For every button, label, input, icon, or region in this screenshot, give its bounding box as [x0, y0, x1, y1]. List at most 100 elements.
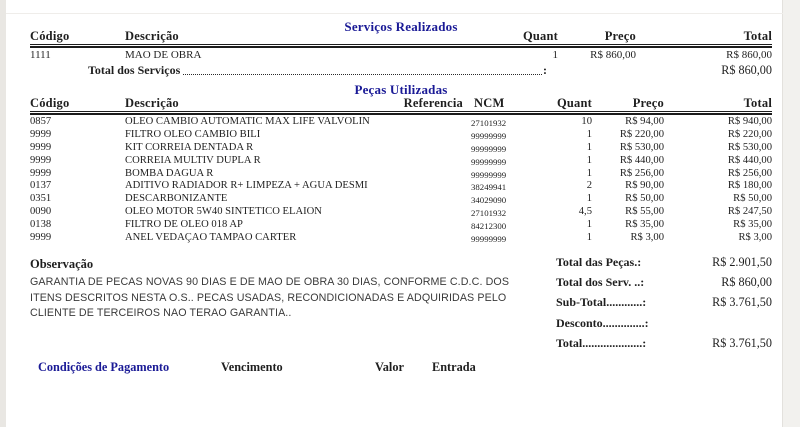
summary-label: Total dos Serv. ..: — [556, 275, 645, 290]
page-top-line — [6, 13, 783, 14]
services-title: Serviços Realizados — [344, 19, 458, 34]
summary-value: R$ 3.761,50 — [712, 295, 772, 310]
part-ncm-cell: 99999999 — [471, 130, 507, 141]
summary-row-total: Total....................: R$ 3.761,50 — [556, 336, 772, 356]
parts-table-row: 9999 FILTRO OLEO CAMBIO BILI 99999999 1 … — [30, 129, 772, 142]
payment-conditions-title: Condições de Pagamento — [38, 360, 170, 374]
part-quant-cell: 2 — [586, 180, 592, 192]
part-quant-cell: 1 — [586, 167, 592, 179]
summary-label: Total das Peças.: — [556, 255, 642, 269]
payment-col-header-vencimento: Vencimento — [221, 360, 283, 374]
parts-table-row: 9999 KIT CORREIA DENTADA R 99999999 1 R$… — [30, 142, 772, 155]
parts-table-row: 9999 BOMBA DAGUA R 99999999 1 R$ 256,00 … — [30, 168, 772, 181]
services-total-label: Total dos Serviços — [88, 63, 181, 77]
parts-col-header-referencia: Referencia — [403, 96, 463, 110]
services-total-leader: Total dos Serviços : — [30, 63, 547, 78]
parts-table-row: 0857 OLEO CAMBIO AUTOMATIC MAX LIFE VALV… — [30, 116, 772, 129]
part-descricao-cell: FILTRO DE OLEO 018 AP — [125, 219, 243, 231]
part-quant-cell: 1 — [586, 193, 592, 205]
summary-row-total-servicos: Total dos Serv. ..: R$ 860,00 — [556, 275, 772, 295]
parts-col-header-total: Total — [743, 96, 772, 110]
part-descricao-cell: FILTRO OLEO CAMBIO BILI — [125, 128, 261, 140]
part-ncm-cell: 99999999 — [471, 156, 507, 167]
services-col-header-codigo: Código — [30, 29, 70, 43]
summary-label: Sub-Total............: — [556, 295, 647, 310]
part-ncm-cell: 27101932 — [471, 208, 507, 219]
observation-text: GARANTIA DE PECAS NOVAS 90 DIAS E DE MAO… — [30, 276, 510, 320]
part-total-cell: R$ 3,00 — [738, 232, 772, 244]
parts-title: Peças Utilizadas — [354, 82, 448, 97]
payment-col-header-valor: Valor — [375, 360, 404, 374]
part-total-cell: R$ 530,00 — [727, 141, 772, 153]
summary-row-total-pecas: Total das Peças.: R$ 2.901,50 — [556, 255, 772, 275]
part-codigo-cell: 0090 — [30, 206, 52, 218]
part-total-cell: R$ 50,00 — [733, 193, 772, 205]
services-col-header-total: Total — [743, 29, 772, 43]
part-ncm-cell: 84212300 — [471, 221, 507, 232]
part-descricao-cell: DESCARBONIZANTE — [125, 193, 228, 205]
part-ncm-cell: 99999999 — [471, 143, 507, 154]
part-codigo-cell: 0138 — [30, 219, 52, 231]
summary-value: R$ 3.761,50 — [712, 335, 772, 350]
part-codigo-cell: 0857 — [30, 116, 52, 127]
part-codigo-cell: 0137 — [30, 180, 52, 192]
observation-title: Observação — [30, 257, 94, 271]
summary-row-subtotal: Sub-Total............: R$ 3.761,50 — [556, 295, 772, 315]
summary-label: Desconto..............: — [556, 315, 649, 330]
part-quant-cell: 1 — [586, 219, 592, 231]
part-total-cell: R$ 247,50 — [727, 206, 772, 218]
services-total-row: Total dos Serviços : R$ 860,00 — [30, 61, 772, 78]
part-total-cell: R$ 180,00 — [727, 180, 772, 192]
parts-table-row: 9999 ANEL VEDAÇAO TAMPAO CARTER 99999999… — [30, 232, 772, 245]
part-preco-cell: R$ 256,00 — [619, 167, 664, 179]
part-preco-cell: R$ 530,00 — [619, 141, 664, 153]
part-preco-cell: R$ 35,00 — [625, 219, 664, 231]
part-codigo-cell: 9999 — [30, 154, 52, 166]
part-descricao-cell: ANEL VEDAÇAO TAMPAO CARTER — [125, 232, 297, 244]
leader-dots — [183, 74, 542, 75]
service-preco-cell: R$ 860,00 — [590, 49, 636, 61]
parts-table-row: 0137 ADITIVO RADIADOR R+ LIMPEZA + AGUA … — [30, 180, 772, 193]
page-edge-right — [783, 0, 800, 427]
parts-col-header-ncm: NCM — [474, 96, 505, 110]
part-preco-cell: R$ 90,00 — [625, 180, 664, 192]
totals-summary: Total das Peças.: R$ 2.901,50 Total dos … — [556, 255, 772, 356]
part-descricao-cell: ADITIVO RADIADOR R+ LIMPEZA + AGUA DESMI — [125, 180, 368, 192]
parts-header-rule — [30, 113, 772, 116]
summary-label: Total....................: — [556, 335, 647, 350]
part-codigo-cell: 9999 — [30, 167, 52, 179]
payment-conditions-section: Condições de Pagamento Vencimento Valor … — [0, 360, 800, 380]
parts-header-row: Código Descrição Referencia NCM Quant Pr… — [30, 96, 772, 112]
parts-col-header-descricao: Descrição — [125, 96, 179, 110]
parts-table-row: 0138 FILTRO DE OLEO 018 AP 84212300 1 R$… — [30, 219, 772, 232]
service-descricao-cell: MAO DE OBRA — [125, 49, 202, 61]
part-preco-cell: R$ 220,00 — [619, 128, 664, 140]
parts-table-row: 0351 DESCARBONIZANTE 34029090 1 R$ 50,00… — [30, 193, 772, 206]
services-table-row: 1111 MAO DE OBRA 1 R$ 860,00 R$ 860,00 — [30, 49, 772, 61]
parts-table-row: 9999 CORREIA MULTIV DUPLA R 99999999 1 R… — [30, 155, 772, 168]
services-col-header-preco: Preço — [604, 29, 636, 43]
part-descricao-cell: OLEO CAMBIO AUTOMATIC MAX LIFE VALVOLIN — [125, 116, 370, 127]
parts-col-header-codigo: Código — [30, 96, 70, 110]
observation-section: Observação GARANTIA DE PECAS NOVAS 90 DI… — [30, 257, 538, 322]
part-codigo-cell: 9999 — [30, 141, 52, 153]
part-preco-cell: R$ 94,00 — [625, 116, 664, 127]
parts-table-body: 0857 OLEO CAMBIO AUTOMATIC MAX LIFE VALV… — [30, 116, 772, 245]
services-header-row: Código Descrição Quant Preço Total — [30, 29, 772, 45]
page-edge-right-line — [782, 0, 783, 427]
part-codigo-cell: 9999 — [30, 128, 52, 140]
part-quant-cell: 1 — [586, 232, 592, 244]
part-total-cell: R$ 940,00 — [727, 116, 772, 127]
part-ncm-cell: 34029090 — [471, 195, 507, 206]
part-ncm-cell: 99999999 — [471, 234, 507, 245]
part-ncm-cell: 27101932 — [471, 118, 507, 128]
payment-col-header-entrada: Entrada — [432, 360, 476, 374]
summary-row-desconto: Desconto..............: — [556, 316, 772, 336]
services-col-header-quant: Quant — [522, 29, 558, 43]
services-total-colon: : — [543, 63, 547, 77]
parts-col-header-quant: Quant — [556, 96, 592, 110]
parts-table-row: 0090 OLEO MOTOR 5W40 SINTETICO ELAION 27… — [30, 206, 772, 219]
part-ncm-cell: 38249941 — [471, 182, 507, 193]
part-codigo-cell: 0351 — [30, 193, 52, 205]
service-quant-cell: 1 — [552, 49, 559, 61]
